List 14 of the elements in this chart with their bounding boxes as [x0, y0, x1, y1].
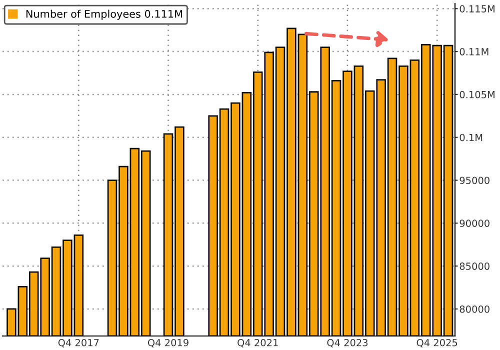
y-tick-label: 0.115M — [460, 5, 494, 12]
legend-label: Number of Employees 0.111M — [26, 10, 182, 20]
y-tick-label: 0.11M — [460, 48, 488, 56]
x-tick-label: Q4 2021 — [238, 338, 278, 348]
x-tick-label: Q4 2023 — [327, 338, 368, 348]
x-tick-label: Q4 2025 — [416, 338, 458, 348]
x-tick-label: Q4 2019 — [148, 338, 188, 348]
y-tick-label: 80000 — [460, 305, 490, 313]
x-tick-label: Q4 2017 — [58, 338, 99, 348]
y-tick-label: 85000 — [460, 262, 490, 270]
y-tick-label: 95000 — [460, 176, 490, 184]
y-tick-label: 0.105M — [460, 90, 494, 98]
y-tick-label: 90000 — [460, 220, 490, 227]
y-tick-label: 0.1M — [460, 134, 482, 142]
